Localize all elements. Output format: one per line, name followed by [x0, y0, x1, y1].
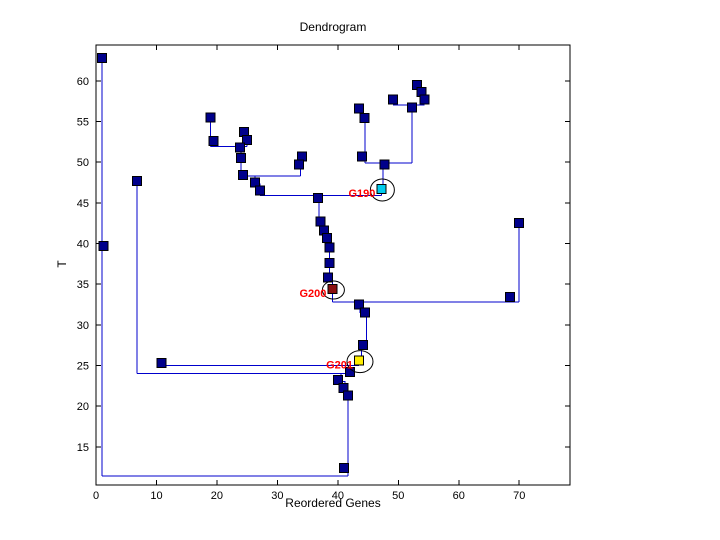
x-tick-label: 60 [453, 490, 465, 502]
selection-circle [321, 280, 345, 300]
dendrogram-node [208, 136, 219, 146]
dendrogram-node [354, 299, 364, 310]
x-tick-label: 40 [332, 490, 344, 502]
plot-box [95, 44, 571, 486]
node-label: G190 [348, 188, 375, 200]
y-tick-label: 50 [77, 157, 89, 169]
x-tick-label: 0 [93, 490, 99, 502]
selection-circle [369, 178, 395, 202]
chart-title: Dendrogram [299, 20, 367, 34]
x-tick-label: 10 [150, 490, 162, 502]
selected-node-marker[interactable] [353, 355, 364, 366]
y-tick-label: 45 [77, 198, 89, 210]
dendrogram-node [297, 151, 308, 162]
dendrogram-node [205, 112, 216, 123]
x-tick-label: 20 [211, 490, 223, 502]
dendrogram-node [234, 142, 245, 153]
dendrogram-node [239, 127, 250, 137]
dendrogram-node [379, 159, 390, 170]
dendrogram-node [514, 218, 525, 229]
node-label: G200 [299, 288, 326, 300]
dendrogram-node [338, 462, 349, 473]
labeled-node-g200[interactable]: G200 [299, 280, 345, 300]
dendrogram-node [360, 307, 370, 318]
dendrogram-node [312, 192, 323, 203]
y-tick-label: 55 [77, 116, 89, 128]
dendrogram-node [242, 135, 253, 146]
axes [95, 44, 571, 486]
dendrogram-node [250, 177, 260, 188]
selection-circle [346, 350, 374, 374]
dendrogram-node [359, 113, 370, 124]
dendrogram-node [358, 340, 369, 351]
dendrogram-node [324, 242, 335, 253]
y-tick-label: 20 [77, 401, 89, 413]
y-tick-label: 35 [77, 279, 89, 291]
dendrogram-links [101, 58, 520, 477]
y-tick-label: 15 [77, 442, 89, 454]
dendrogram-node [419, 94, 430, 105]
dendrogram-node [98, 240, 109, 251]
dendrogram-node [156, 358, 167, 368]
dendrogram-node [236, 153, 247, 163]
dendrogram-node [254, 185, 265, 196]
y-tick-label: 60 [77, 76, 89, 88]
selected-node-marker[interactable] [376, 183, 387, 194]
labeled-node-g201[interactable]: G201 [326, 350, 374, 374]
y-tick-label: 40 [77, 238, 89, 250]
dendrogram-node [357, 151, 367, 162]
dendrogram-node [354, 103, 364, 114]
dendrogram-node [315, 216, 326, 227]
dendrogram-node [97, 53, 107, 63]
dendrogram-node [324, 258, 335, 268]
dendrogram-node [343, 390, 354, 401]
x-tick-label: 50 [392, 490, 404, 502]
x-tick-label: 70 [513, 490, 525, 502]
dendrogram-node [237, 170, 248, 181]
labeled-node-g190[interactable]: G190 [348, 178, 395, 202]
dendrogram-node [407, 102, 418, 113]
y-tick-label: 25 [77, 360, 89, 372]
dendrogram-nodes [97, 53, 525, 473]
dendrogram-node [387, 94, 398, 105]
x-axis-label: Reordered Genes [285, 496, 381, 510]
dendrogram-node [294, 159, 305, 170]
y-tick-label: 30 [77, 320, 89, 332]
dendrogram-node [505, 292, 516, 303]
dendrogram-node [332, 375, 343, 386]
x-tick-label: 30 [271, 490, 283, 502]
selected-node-marker[interactable] [327, 283, 338, 294]
tick-labels: 0 10 20 30 40 50 60 70 15 20 25 30 35 40 45 50 55 60 [77, 76, 526, 502]
dendrogram-node [322, 232, 332, 243]
node-label: G201 [326, 360, 353, 372]
dendrogram-node [132, 175, 143, 186]
